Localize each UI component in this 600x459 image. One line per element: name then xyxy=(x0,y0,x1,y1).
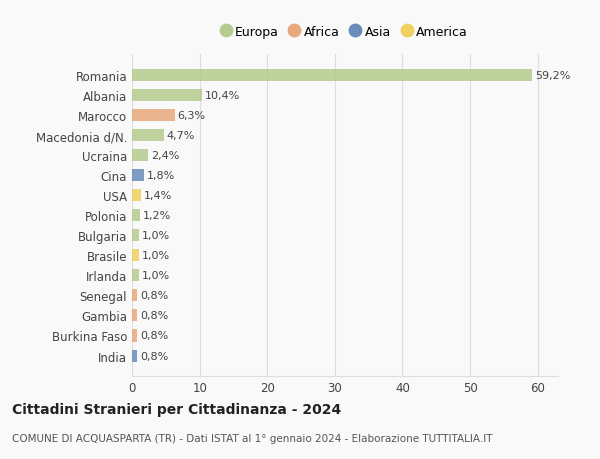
Text: 0,8%: 0,8% xyxy=(140,331,169,341)
Text: COMUNE DI ACQUASPARTA (TR) - Dati ISTAT al 1° gennaio 2024 - Elaborazione TUTTIT: COMUNE DI ACQUASPARTA (TR) - Dati ISTAT … xyxy=(12,433,493,442)
Bar xyxy=(132,210,140,222)
Bar xyxy=(132,170,144,182)
Bar xyxy=(132,270,139,282)
Text: 1,8%: 1,8% xyxy=(147,171,175,181)
Text: Cittadini Stranieri per Cittadinanza - 2024: Cittadini Stranieri per Cittadinanza - 2… xyxy=(12,402,341,416)
Bar xyxy=(132,150,148,162)
Bar xyxy=(132,70,532,82)
Legend: Europa, Africa, Asia, America: Europa, Africa, Asia, America xyxy=(216,20,474,45)
Bar xyxy=(132,330,137,342)
Bar xyxy=(132,250,139,262)
Text: 1,2%: 1,2% xyxy=(143,211,171,221)
Text: 1,0%: 1,0% xyxy=(142,271,170,281)
Bar xyxy=(132,110,175,122)
Text: 10,4%: 10,4% xyxy=(205,91,240,101)
Bar xyxy=(132,190,142,202)
Bar xyxy=(132,350,137,362)
Text: 0,8%: 0,8% xyxy=(140,291,169,301)
Text: 1,4%: 1,4% xyxy=(144,191,172,201)
Text: 0,8%: 0,8% xyxy=(140,351,169,361)
Text: 1,0%: 1,0% xyxy=(142,231,170,241)
Bar xyxy=(132,310,137,322)
Bar xyxy=(132,130,164,142)
Bar xyxy=(132,290,137,302)
Text: 4,7%: 4,7% xyxy=(166,131,195,141)
Text: 0,8%: 0,8% xyxy=(140,311,169,321)
Text: 6,3%: 6,3% xyxy=(178,111,205,121)
Bar xyxy=(132,230,139,242)
Text: 2,4%: 2,4% xyxy=(151,151,179,161)
Text: 59,2%: 59,2% xyxy=(535,71,571,81)
Bar xyxy=(132,90,202,102)
Text: 1,0%: 1,0% xyxy=(142,251,170,261)
